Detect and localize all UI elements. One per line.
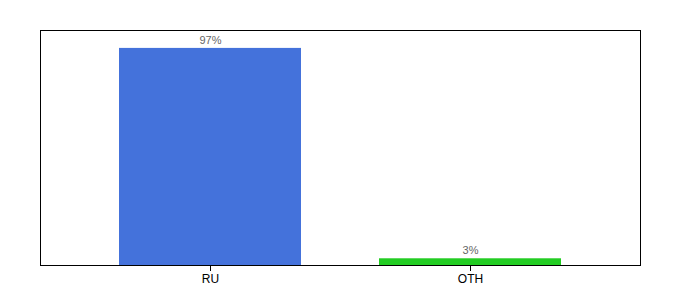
svg-text:OTH: OTH <box>458 272 483 286</box>
svg-text:97%: 97% <box>199 34 221 46</box>
svg-text:RU: RU <box>202 272 219 286</box>
svg-text:3%: 3% <box>463 244 479 256</box>
